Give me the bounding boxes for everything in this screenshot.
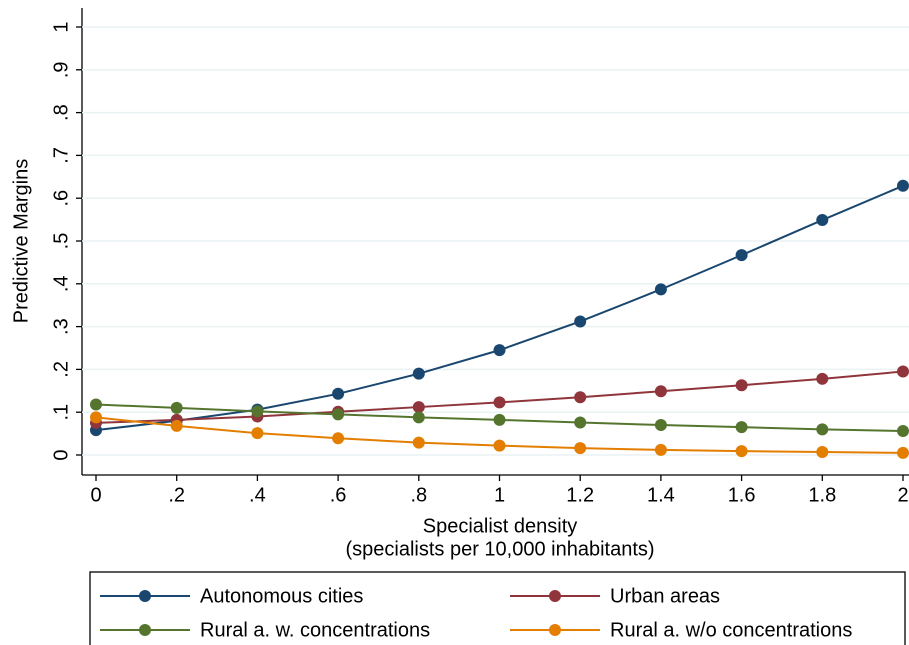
legend xyxy=(89,571,906,645)
legend-label: Rural a. w. concentrations xyxy=(200,619,430,641)
legend-marker xyxy=(549,624,561,636)
data-point xyxy=(654,385,667,398)
y-tick-label: .8 xyxy=(50,104,72,121)
data-point xyxy=(735,421,748,434)
data-point xyxy=(412,436,425,449)
data-point xyxy=(170,419,183,432)
legend-label: Autonomous cities xyxy=(200,585,363,607)
data-point xyxy=(493,396,506,409)
x-tick-label: 1.6 xyxy=(728,484,756,506)
data-point xyxy=(332,408,345,421)
y-tick-label: .3 xyxy=(50,318,72,335)
data-point xyxy=(574,391,587,404)
data-point xyxy=(574,315,587,328)
data-point xyxy=(654,419,667,432)
data-point xyxy=(897,446,909,459)
x-tick-label: 1 xyxy=(494,484,505,506)
legend-label: Urban areas xyxy=(610,585,720,607)
legend-marker xyxy=(139,590,151,602)
x-tick-label: 1.4 xyxy=(647,484,675,506)
data-point xyxy=(412,411,425,424)
legend-marker xyxy=(139,624,151,636)
x-tick-label: .8 xyxy=(410,484,427,506)
y-tick-label: .2 xyxy=(50,361,72,378)
x-tick-label: 1.8 xyxy=(808,484,836,506)
data-point xyxy=(735,249,748,262)
x-tick-label: 0 xyxy=(90,484,101,506)
x-tick-label: .6 xyxy=(330,484,347,506)
data-point xyxy=(412,401,425,414)
data-point xyxy=(574,442,587,455)
data-point xyxy=(493,439,506,452)
y-tick-label: .4 xyxy=(50,275,72,292)
data-point xyxy=(816,423,829,436)
data-point xyxy=(170,401,183,414)
x-tick-label: .2 xyxy=(168,484,185,506)
y-tick-label: .7 xyxy=(50,147,72,164)
x-axis-title: Specialist density xyxy=(423,515,578,537)
data-point xyxy=(897,425,909,438)
data-point xyxy=(654,443,667,456)
x-tick-label: 2 xyxy=(897,484,908,506)
y-tick-label: .9 xyxy=(50,61,72,78)
data-point xyxy=(897,179,909,192)
y-tick-label: .1 xyxy=(50,404,72,421)
data-point xyxy=(735,445,748,458)
data-point xyxy=(251,405,264,418)
data-point xyxy=(897,365,909,378)
data-point xyxy=(90,411,102,424)
data-point xyxy=(332,387,345,400)
y-tick-label: .5 xyxy=(50,233,72,250)
y-tick-label: 0 xyxy=(50,449,72,460)
data-point xyxy=(90,398,102,411)
data-point xyxy=(251,427,264,440)
legend-marker xyxy=(549,590,561,602)
data-point xyxy=(735,379,748,392)
data-point xyxy=(332,432,345,445)
y-tick-label: 1 xyxy=(50,21,72,32)
data-point xyxy=(816,446,829,459)
data-point xyxy=(816,372,829,385)
x-axis-subtitle: (specialists per 10,000 inhabitants) xyxy=(345,538,654,560)
data-point xyxy=(493,413,506,426)
y-tick-label: .6 xyxy=(50,190,72,207)
data-point xyxy=(412,367,425,380)
x-tick-label: .4 xyxy=(249,484,266,506)
x-tick-label: 1.2 xyxy=(566,484,594,506)
data-point xyxy=(493,344,506,357)
data-point xyxy=(816,214,829,227)
data-point xyxy=(654,283,667,296)
legend-label: Rural a. w/o concentrations xyxy=(610,619,852,641)
data-point xyxy=(574,416,587,429)
y-axis-title: Predictive Margins xyxy=(10,159,32,324)
